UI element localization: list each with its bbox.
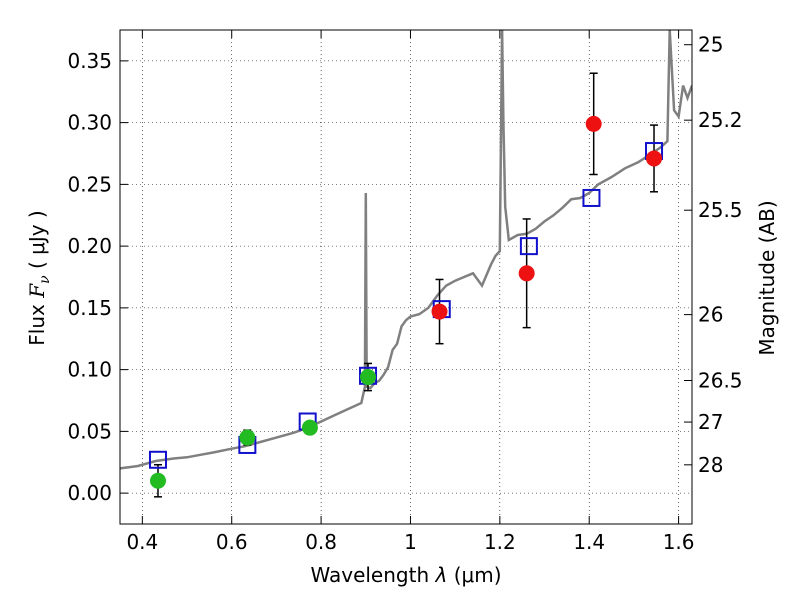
x-axis-label-unit: (μm) — [454, 563, 502, 587]
x-tick-label: 1 — [404, 530, 417, 554]
magnitude-tick-label: 28 — [698, 453, 723, 477]
spectrum-line — [120, 30, 692, 470]
x-tick-label: 1.2 — [484, 530, 516, 554]
x-tick-label: 0.4 — [126, 530, 158, 554]
y-tick-label: 0.35 — [67, 49, 112, 73]
y-axis-label: Flux Fν ( μJy ) — [25, 210, 54, 345]
magnitude-tick-label: 25.5 — [698, 198, 743, 222]
x-axis-label-symbol: λ — [435, 563, 448, 587]
x-tick-label: 0.6 — [216, 530, 248, 554]
x-axis-label: Wavelength λ (μm) — [310, 563, 501, 587]
green-data-point — [149, 472, 166, 489]
green-data-point — [301, 419, 318, 436]
x-axis-label-prefix: Wavelength — [310, 563, 429, 587]
red-data-point — [518, 265, 535, 282]
marker-layer — [148, 115, 664, 489]
grid — [120, 30, 692, 524]
x-tick-label: 0.8 — [305, 530, 337, 554]
y-tick-label: 0.10 — [67, 358, 112, 382]
y-tick-label: 0.30 — [67, 111, 112, 135]
magnitude-tick-label: 25 — [698, 33, 723, 57]
y-axis-label-symbol: F — [25, 283, 49, 299]
magnitude-tick-label: 26.5 — [698, 368, 743, 392]
spectrum-layer — [120, 30, 692, 470]
red-data-point — [646, 150, 663, 167]
axis-ticks: 0.4 0.6 0.8 1 1.2 1.4 1.6 0.00 0.05 0.10 0.15 0.20 0… — [67, 30, 743, 554]
y-tick-label: 0.20 — [67, 234, 112, 258]
green-data-point — [360, 369, 377, 386]
red-data-point — [585, 115, 602, 132]
x-tick-label: 1.6 — [663, 530, 695, 554]
y-axis-label-prefix: Flux — [25, 304, 49, 346]
plot-frame — [119, 29, 693, 525]
y-axis-label-subscript: ν — [37, 275, 53, 284]
y-tick-label: 0.15 — [67, 296, 112, 320]
green-data-point — [239, 429, 256, 446]
y-tick-label: 0.05 — [67, 419, 112, 443]
y-tick-label: 0.25 — [67, 172, 112, 196]
magnitude-tick-label: 27 — [698, 410, 723, 434]
y-axis-label-unit: ( μJy ) — [25, 210, 49, 269]
red-data-point — [431, 303, 448, 320]
model-square-marker — [148, 450, 167, 469]
magnitude-tick-label: 25.2 — [698, 108, 743, 132]
errorbar-layer — [153, 72, 659, 498]
magnitude-axis-label: Magnitude (AB) — [755, 200, 779, 355]
model-square-marker — [582, 188, 601, 207]
x-tick-label: 1.4 — [573, 530, 605, 554]
model-square-marker — [519, 237, 538, 256]
magnitude-tick-label: 26 — [698, 303, 723, 327]
y-tick-label: 0.00 — [67, 481, 112, 505]
